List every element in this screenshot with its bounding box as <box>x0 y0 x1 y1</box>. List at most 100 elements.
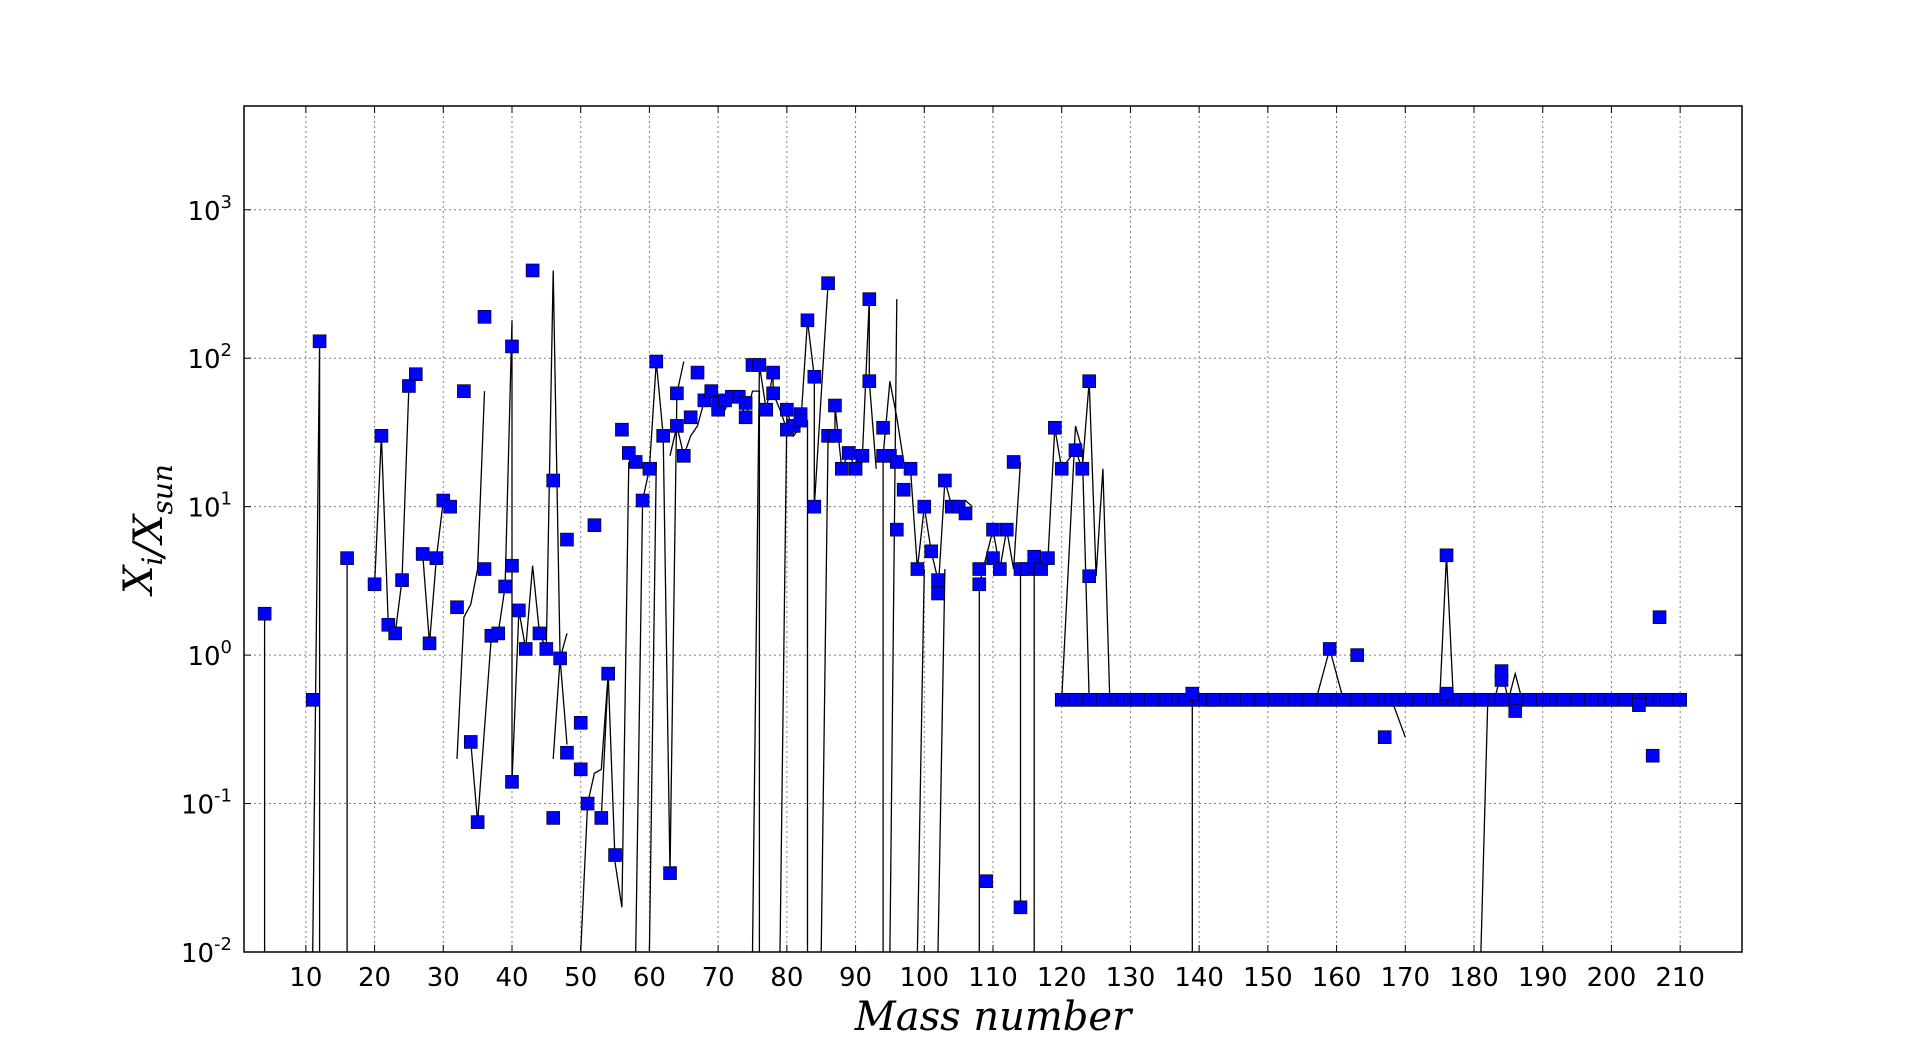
data-point <box>958 506 973 521</box>
x-tick-label: 100 <box>899 963 949 993</box>
data-point <box>793 413 808 428</box>
x-tick-label: 160 <box>1312 963 1362 993</box>
series-line-segment <box>937 568 946 952</box>
data-point <box>766 386 780 401</box>
data-point <box>821 276 835 291</box>
data-point <box>1652 610 1667 625</box>
x-tick-labels: 10 20 30 40 50 60 70 80 90 100 110 120 130 140 150 160 1… <box>289 963 1705 993</box>
data-point <box>546 473 561 488</box>
data-point <box>903 461 918 476</box>
data-point <box>1075 461 1090 476</box>
y-tick-label: 101 <box>187 489 232 524</box>
data-point <box>986 551 1000 565</box>
data-point <box>580 796 595 811</box>
x-tick-label: 50 <box>564 963 597 993</box>
data-point <box>443 499 457 514</box>
data-point <box>848 461 863 476</box>
data-point <box>505 558 519 573</box>
data-point <box>374 429 389 443</box>
data-point <box>876 420 890 435</box>
data-point <box>305 692 320 707</box>
x-tick-label: 170 <box>1380 963 1430 993</box>
data-point <box>628 455 643 469</box>
x-tick-label: 80 <box>770 963 803 993</box>
data-point <box>862 374 877 389</box>
axis-ticks <box>244 106 1742 953</box>
x-tick-label: 20 <box>358 963 391 993</box>
x-tick-label: 60 <box>633 963 666 993</box>
data-point <box>560 532 574 547</box>
data-point <box>1322 642 1337 656</box>
data-point <box>1082 374 1097 389</box>
data-point <box>608 848 622 862</box>
data-point <box>910 562 925 576</box>
data-point <box>835 461 849 476</box>
data-point <box>738 396 753 410</box>
data-point <box>422 636 437 651</box>
series-line-segment <box>916 568 925 952</box>
data-point <box>477 562 492 576</box>
data-point <box>1013 900 1028 915</box>
data-point <box>573 762 588 777</box>
data-point <box>457 384 471 398</box>
data-point <box>759 402 774 417</box>
data-point <box>1508 704 1523 718</box>
data-point <box>312 334 327 349</box>
x-tick-label: 210 <box>1655 963 1705 993</box>
data-point <box>972 577 987 592</box>
data-point <box>670 419 684 433</box>
series-line-segment <box>889 299 898 952</box>
data-point <box>415 547 430 561</box>
data-point <box>1350 648 1364 662</box>
data-point <box>690 365 705 380</box>
x-axis-title: Mass number <box>854 994 1134 1040</box>
data-point <box>889 522 904 537</box>
data-point <box>491 626 506 641</box>
data-point <box>972 562 987 576</box>
data-point <box>1206 692 1220 707</box>
data-point <box>402 379 416 393</box>
y-axis-title: Xi/Xsun <box>116 464 179 597</box>
data-point <box>993 562 1007 576</box>
x-tick-label: 140 <box>1174 963 1224 993</box>
data-point <box>1068 443 1083 458</box>
data-point <box>642 461 657 476</box>
data-point <box>532 626 547 641</box>
data-point <box>931 586 945 601</box>
x-tick-label: 10 <box>289 963 322 993</box>
data-point <box>1377 730 1392 744</box>
series-line-segment <box>1040 381 1111 700</box>
data-point <box>855 449 870 463</box>
data-point <box>1439 548 1454 563</box>
data-point <box>828 429 842 443</box>
series-line-segment <box>648 461 657 952</box>
data-point <box>505 339 519 354</box>
data-point <box>780 402 794 417</box>
data-point <box>752 358 767 372</box>
data-point <box>257 606 272 621</box>
data-point <box>525 263 540 278</box>
data-point <box>635 493 650 508</box>
data-point <box>1645 748 1660 763</box>
data-point <box>512 603 526 618</box>
x-tick-label: 180 <box>1449 963 1499 993</box>
x-tick-label: 40 <box>495 963 528 993</box>
data-point <box>505 775 519 789</box>
data-point <box>498 579 512 594</box>
data-point <box>1054 461 1069 476</box>
data-point <box>388 626 402 641</box>
data-point <box>986 522 1000 537</box>
data-point <box>999 522 1014 537</box>
data-point <box>896 482 911 497</box>
data-point <box>601 666 615 681</box>
data-point <box>800 313 815 328</box>
x-tick-label: 30 <box>427 963 460 993</box>
x-tick-label: 150 <box>1243 963 1293 993</box>
data-point <box>656 429 670 443</box>
data-point <box>683 410 698 425</box>
data-point <box>931 573 945 587</box>
data-point <box>395 573 409 587</box>
data-point <box>670 386 684 401</box>
